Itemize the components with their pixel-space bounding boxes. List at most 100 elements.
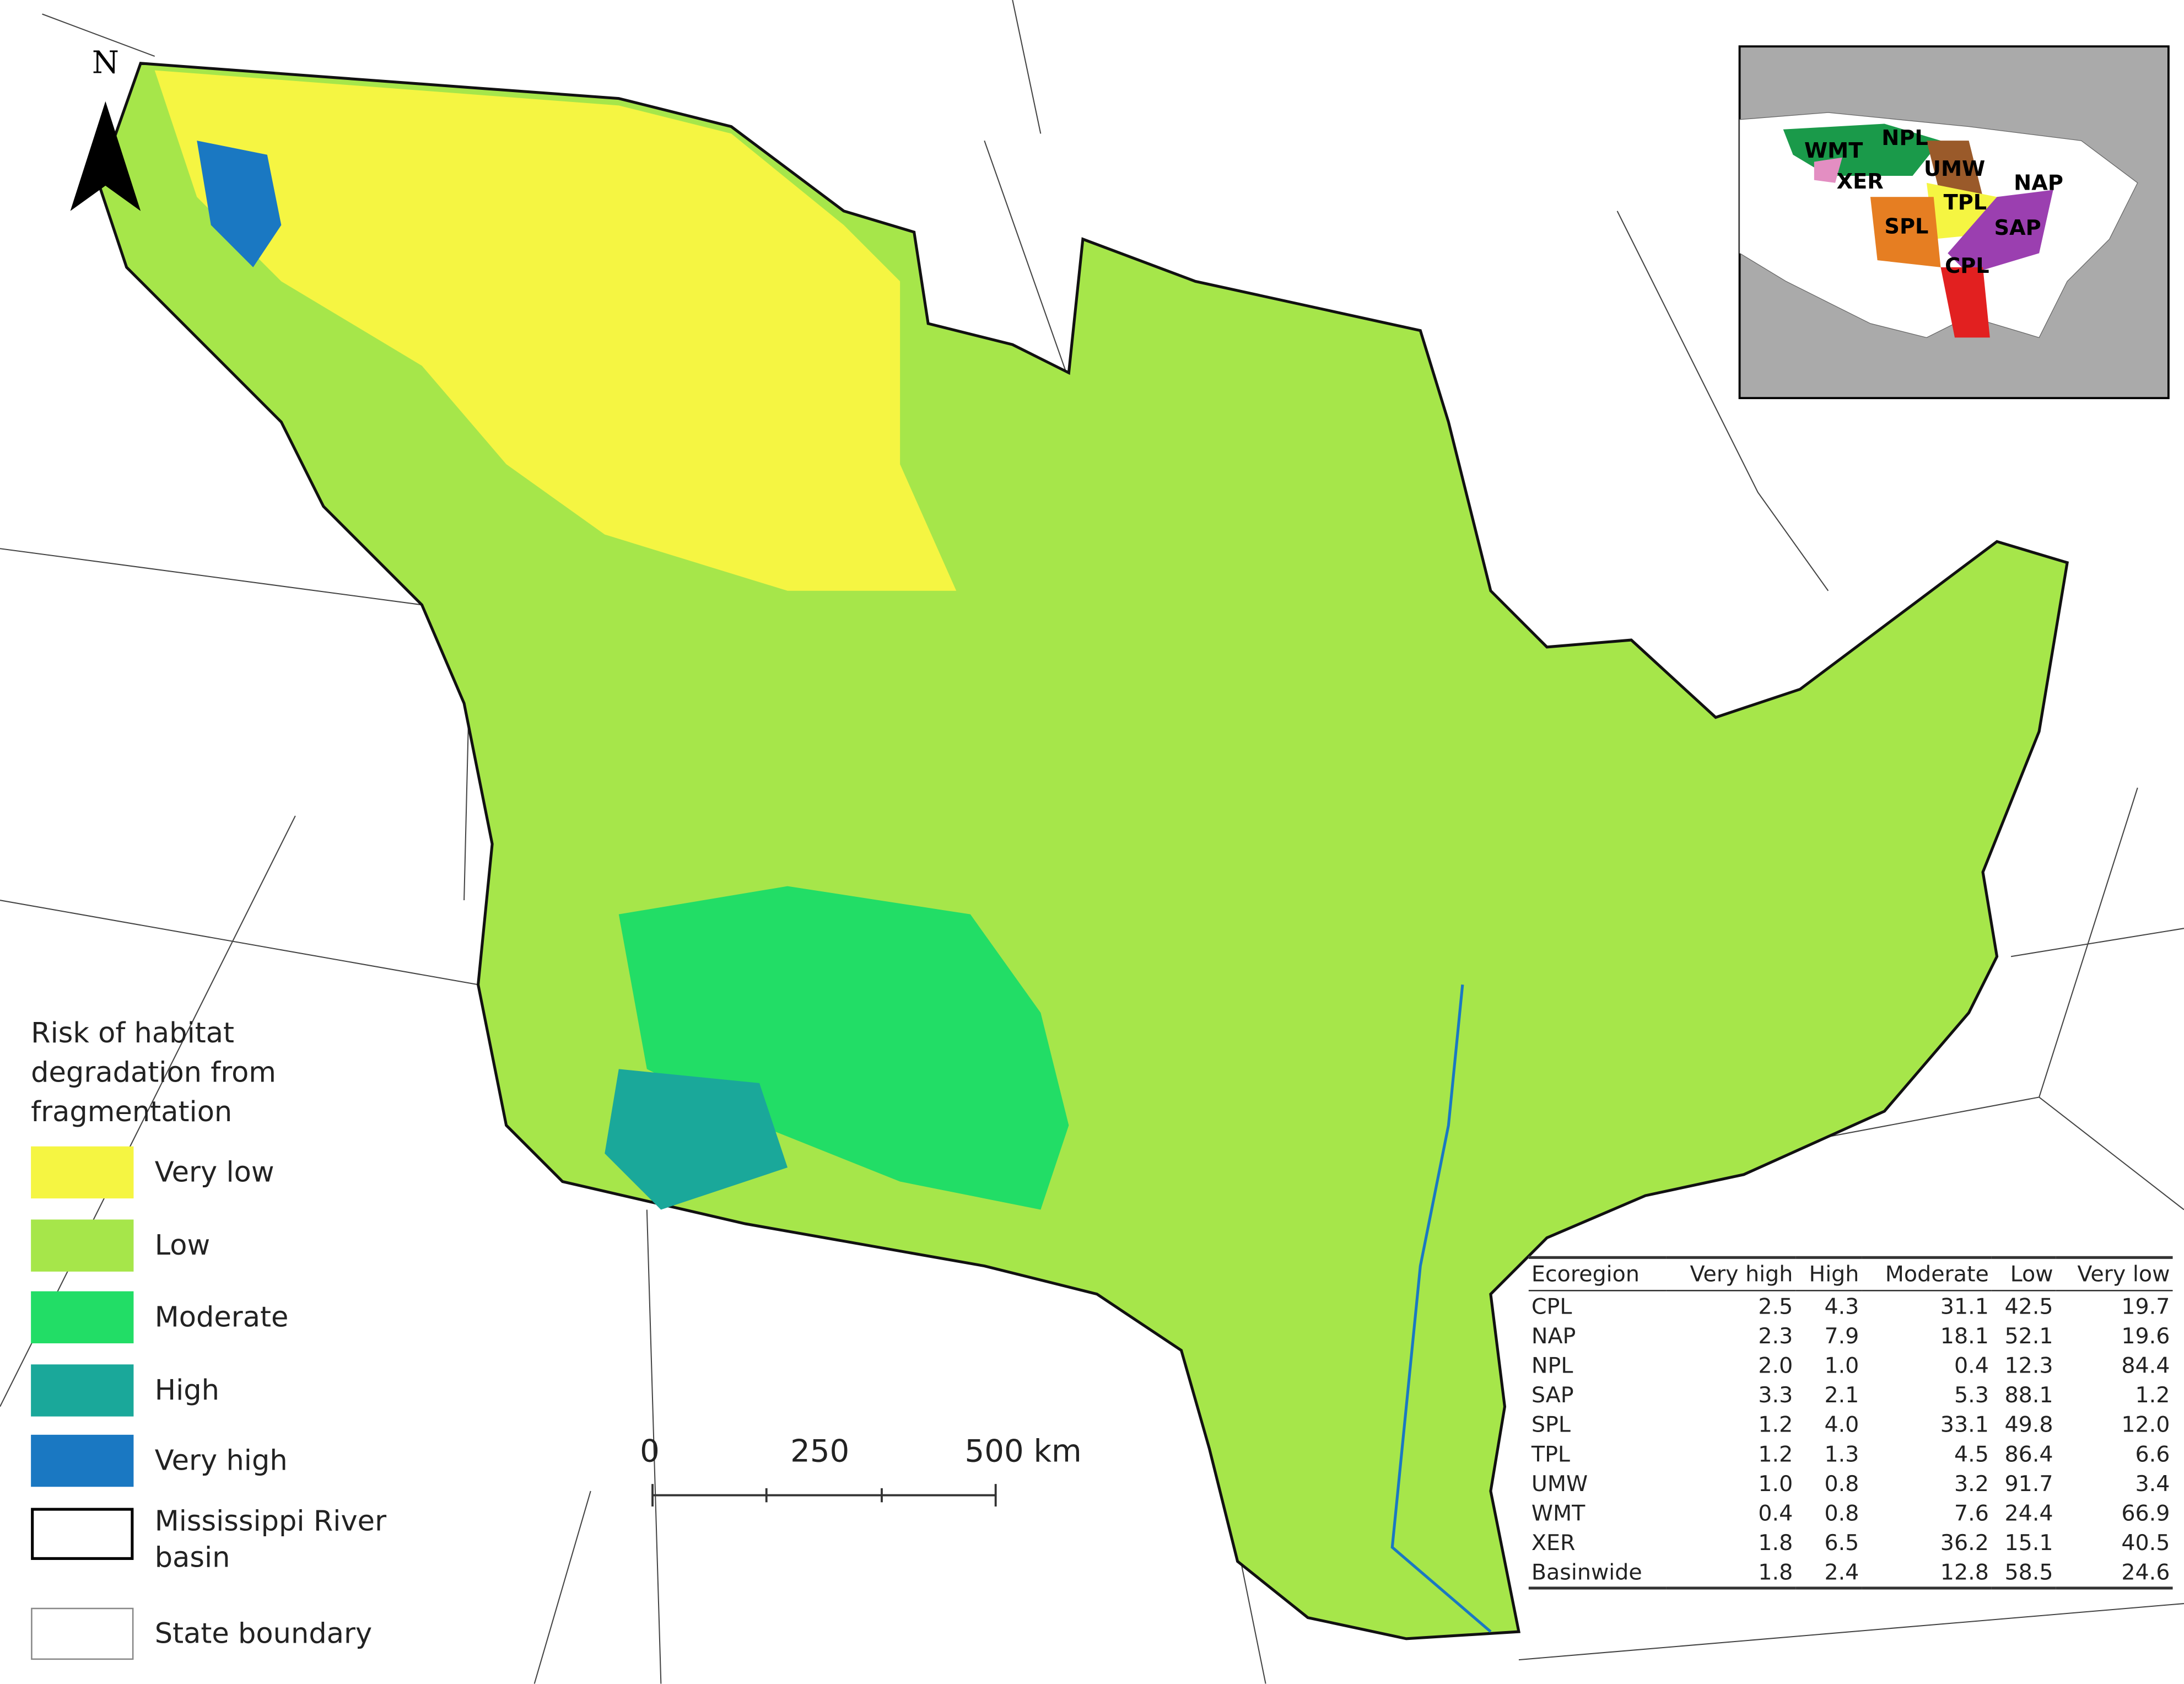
table-cell: 2.3 xyxy=(1758,1322,1793,1348)
table-row: SAP 3.3 2.1 5.3 88.1 1.2 xyxy=(1529,1380,2173,1409)
table-header: Low xyxy=(1991,1256,2056,1292)
legend-label: State boundary xyxy=(154,1616,373,1650)
legend-label: High xyxy=(154,1373,220,1407)
table-cell: 40.5 xyxy=(2121,1530,2170,1556)
table-cell: 3.3 xyxy=(1758,1382,1793,1408)
table-cell: 24.6 xyxy=(2056,1557,2173,1590)
table-cell: 1.2 xyxy=(2135,1382,2170,1408)
table-cell: 52.1 xyxy=(2004,1322,2053,1348)
inset-label: WMT xyxy=(1804,138,1863,164)
table-cell: 2.5 xyxy=(1758,1293,1793,1319)
table-cell: 1.8 xyxy=(1667,1557,1796,1590)
table-cell: 6.6 xyxy=(2135,1441,2170,1467)
ecoregion-table: Ecoregion Very high High Moderate Low Very lo… xyxy=(1528,1256,2173,1590)
table-cell: 58.5 xyxy=(1991,1557,2056,1590)
table-cell: 36.2 xyxy=(1940,1530,1989,1556)
table-cell: 12.3 xyxy=(2004,1352,2053,1378)
table-cell: 0.4 xyxy=(1954,1352,1989,1378)
legend-swatch xyxy=(31,1434,134,1487)
table-cell: 18.1 xyxy=(1940,1322,1989,1348)
inset-label: XER xyxy=(1836,169,1884,195)
table-row: Basinwide 1.8 2.4 12.8 58.5 24.6 xyxy=(1528,1557,2173,1590)
table-cell: 3.2 xyxy=(1954,1470,1989,1496)
table-cell: SPL xyxy=(1531,1411,1571,1437)
table-cell: 19.6 xyxy=(2121,1322,2170,1348)
table-row: WMT 0.4 0.8 7.6 24.4 66.9 xyxy=(1529,1498,2173,1528)
table-cell: 1.8 xyxy=(1758,1530,1793,1556)
legend-swatch xyxy=(31,1291,134,1343)
table-cell: 1.0 xyxy=(1758,1470,1793,1496)
legend-label: Low xyxy=(154,1228,211,1262)
table-cell: 88.1 xyxy=(2004,1382,2053,1408)
table-cell: 19.7 xyxy=(2121,1293,2170,1319)
table-cell: 0.4 xyxy=(1758,1500,1793,1526)
legend-title: Risk of habitat degradation from fragmen… xyxy=(31,1015,277,1128)
table-cell: 7.6 xyxy=(1954,1500,1989,1526)
table-row: SPL 1.2 4.0 33.1 49.8 12.0 xyxy=(1529,1409,2173,1439)
moderate-area xyxy=(618,886,1069,1210)
table-cell: SAP xyxy=(1531,1382,1574,1408)
table-row: UMW 1.0 0.8 3.2 91.7 3.4 xyxy=(1529,1468,2173,1498)
inset-label: TPL xyxy=(1943,190,1987,216)
table-cell: 86.4 xyxy=(2004,1441,2053,1467)
river xyxy=(1390,984,1492,1633)
inset-label: NPL xyxy=(1881,125,1928,151)
table-cell: 7.9 xyxy=(1824,1322,1859,1348)
table-cell: 1.3 xyxy=(1824,1441,1859,1467)
scale-label: 500 km xyxy=(964,1434,1082,1470)
table-header: Ecoregion xyxy=(1528,1256,1667,1292)
table-cell: CPL xyxy=(1531,1293,1572,1319)
legend-label: Very high xyxy=(154,1443,288,1477)
table-cell: Basinwide xyxy=(1528,1557,1667,1590)
table-row: XER 1.8 6.5 36.2 15.1 40.5 xyxy=(1529,1527,2173,1557)
table-cell: 84.4 xyxy=(2121,1352,2170,1378)
table-cell: 31.1 xyxy=(1940,1293,1989,1319)
table-cell: 1.0 xyxy=(1824,1352,1859,1378)
table-cell: NPL xyxy=(1531,1352,1573,1378)
scale-label: 250 xyxy=(790,1434,850,1470)
table-cell: 2.0 xyxy=(1758,1352,1793,1378)
table-cell: 1.2 xyxy=(1758,1411,1793,1437)
legend-swatch xyxy=(31,1607,134,1660)
table-cell: 24.4 xyxy=(2004,1500,2053,1526)
very-high-area xyxy=(197,141,282,267)
legend-label: Moderate xyxy=(154,1299,289,1334)
inset-map xyxy=(1738,45,2170,400)
table-row: NPL 2.0 1.0 0.4 12.3 84.4 xyxy=(1529,1351,2173,1380)
table-cell: TPL xyxy=(1531,1441,1570,1467)
table-cell: WMT xyxy=(1531,1500,1586,1526)
table-cell: 33.1 xyxy=(1940,1411,1989,1437)
very-low-area xyxy=(154,70,957,591)
table-header: Very high xyxy=(1667,1256,1796,1292)
table-cell: 42.5 xyxy=(2004,1293,2053,1319)
legend-label: Mississippi River basin xyxy=(154,1503,387,1574)
table-cell: 91.7 xyxy=(2004,1470,2053,1496)
table-cell: 5.3 xyxy=(1954,1382,1989,1408)
table-cell: NAP xyxy=(1531,1322,1576,1348)
table-cell: 4.5 xyxy=(1954,1441,1989,1467)
table-cell: 0.8 xyxy=(1824,1500,1859,1526)
table-cell: 49.8 xyxy=(2004,1411,2053,1437)
scale-bar xyxy=(651,1484,997,1507)
table-cell: 3.4 xyxy=(2135,1470,2170,1496)
table-header: Very low xyxy=(2056,1256,2173,1292)
table-cell: 0.8 xyxy=(1824,1470,1859,1496)
north-arrow xyxy=(70,101,141,211)
table-row: NAP 2.3 7.9 18.1 52.1 19.6 xyxy=(1529,1321,2173,1351)
table-header: Moderate xyxy=(1862,1256,1992,1292)
table-cell: 2.1 xyxy=(1824,1382,1859,1408)
table-cell: 4.3 xyxy=(1824,1293,1859,1319)
inset-label: SAP xyxy=(1994,215,2041,241)
inset-label: NAP xyxy=(2014,170,2063,196)
legend-label: Very low xyxy=(154,1155,274,1189)
table-cell: 12.8 xyxy=(1862,1557,1992,1590)
table-cell: 12.0 xyxy=(2121,1411,2170,1437)
table-cell: 6.5 xyxy=(1824,1530,1859,1556)
table-header: High xyxy=(1795,1256,1862,1292)
inset-label: UMW xyxy=(1923,156,1986,182)
legend-swatch xyxy=(31,1364,134,1417)
table-cell: 1.2 xyxy=(1758,1441,1793,1467)
high-area xyxy=(605,1069,788,1210)
